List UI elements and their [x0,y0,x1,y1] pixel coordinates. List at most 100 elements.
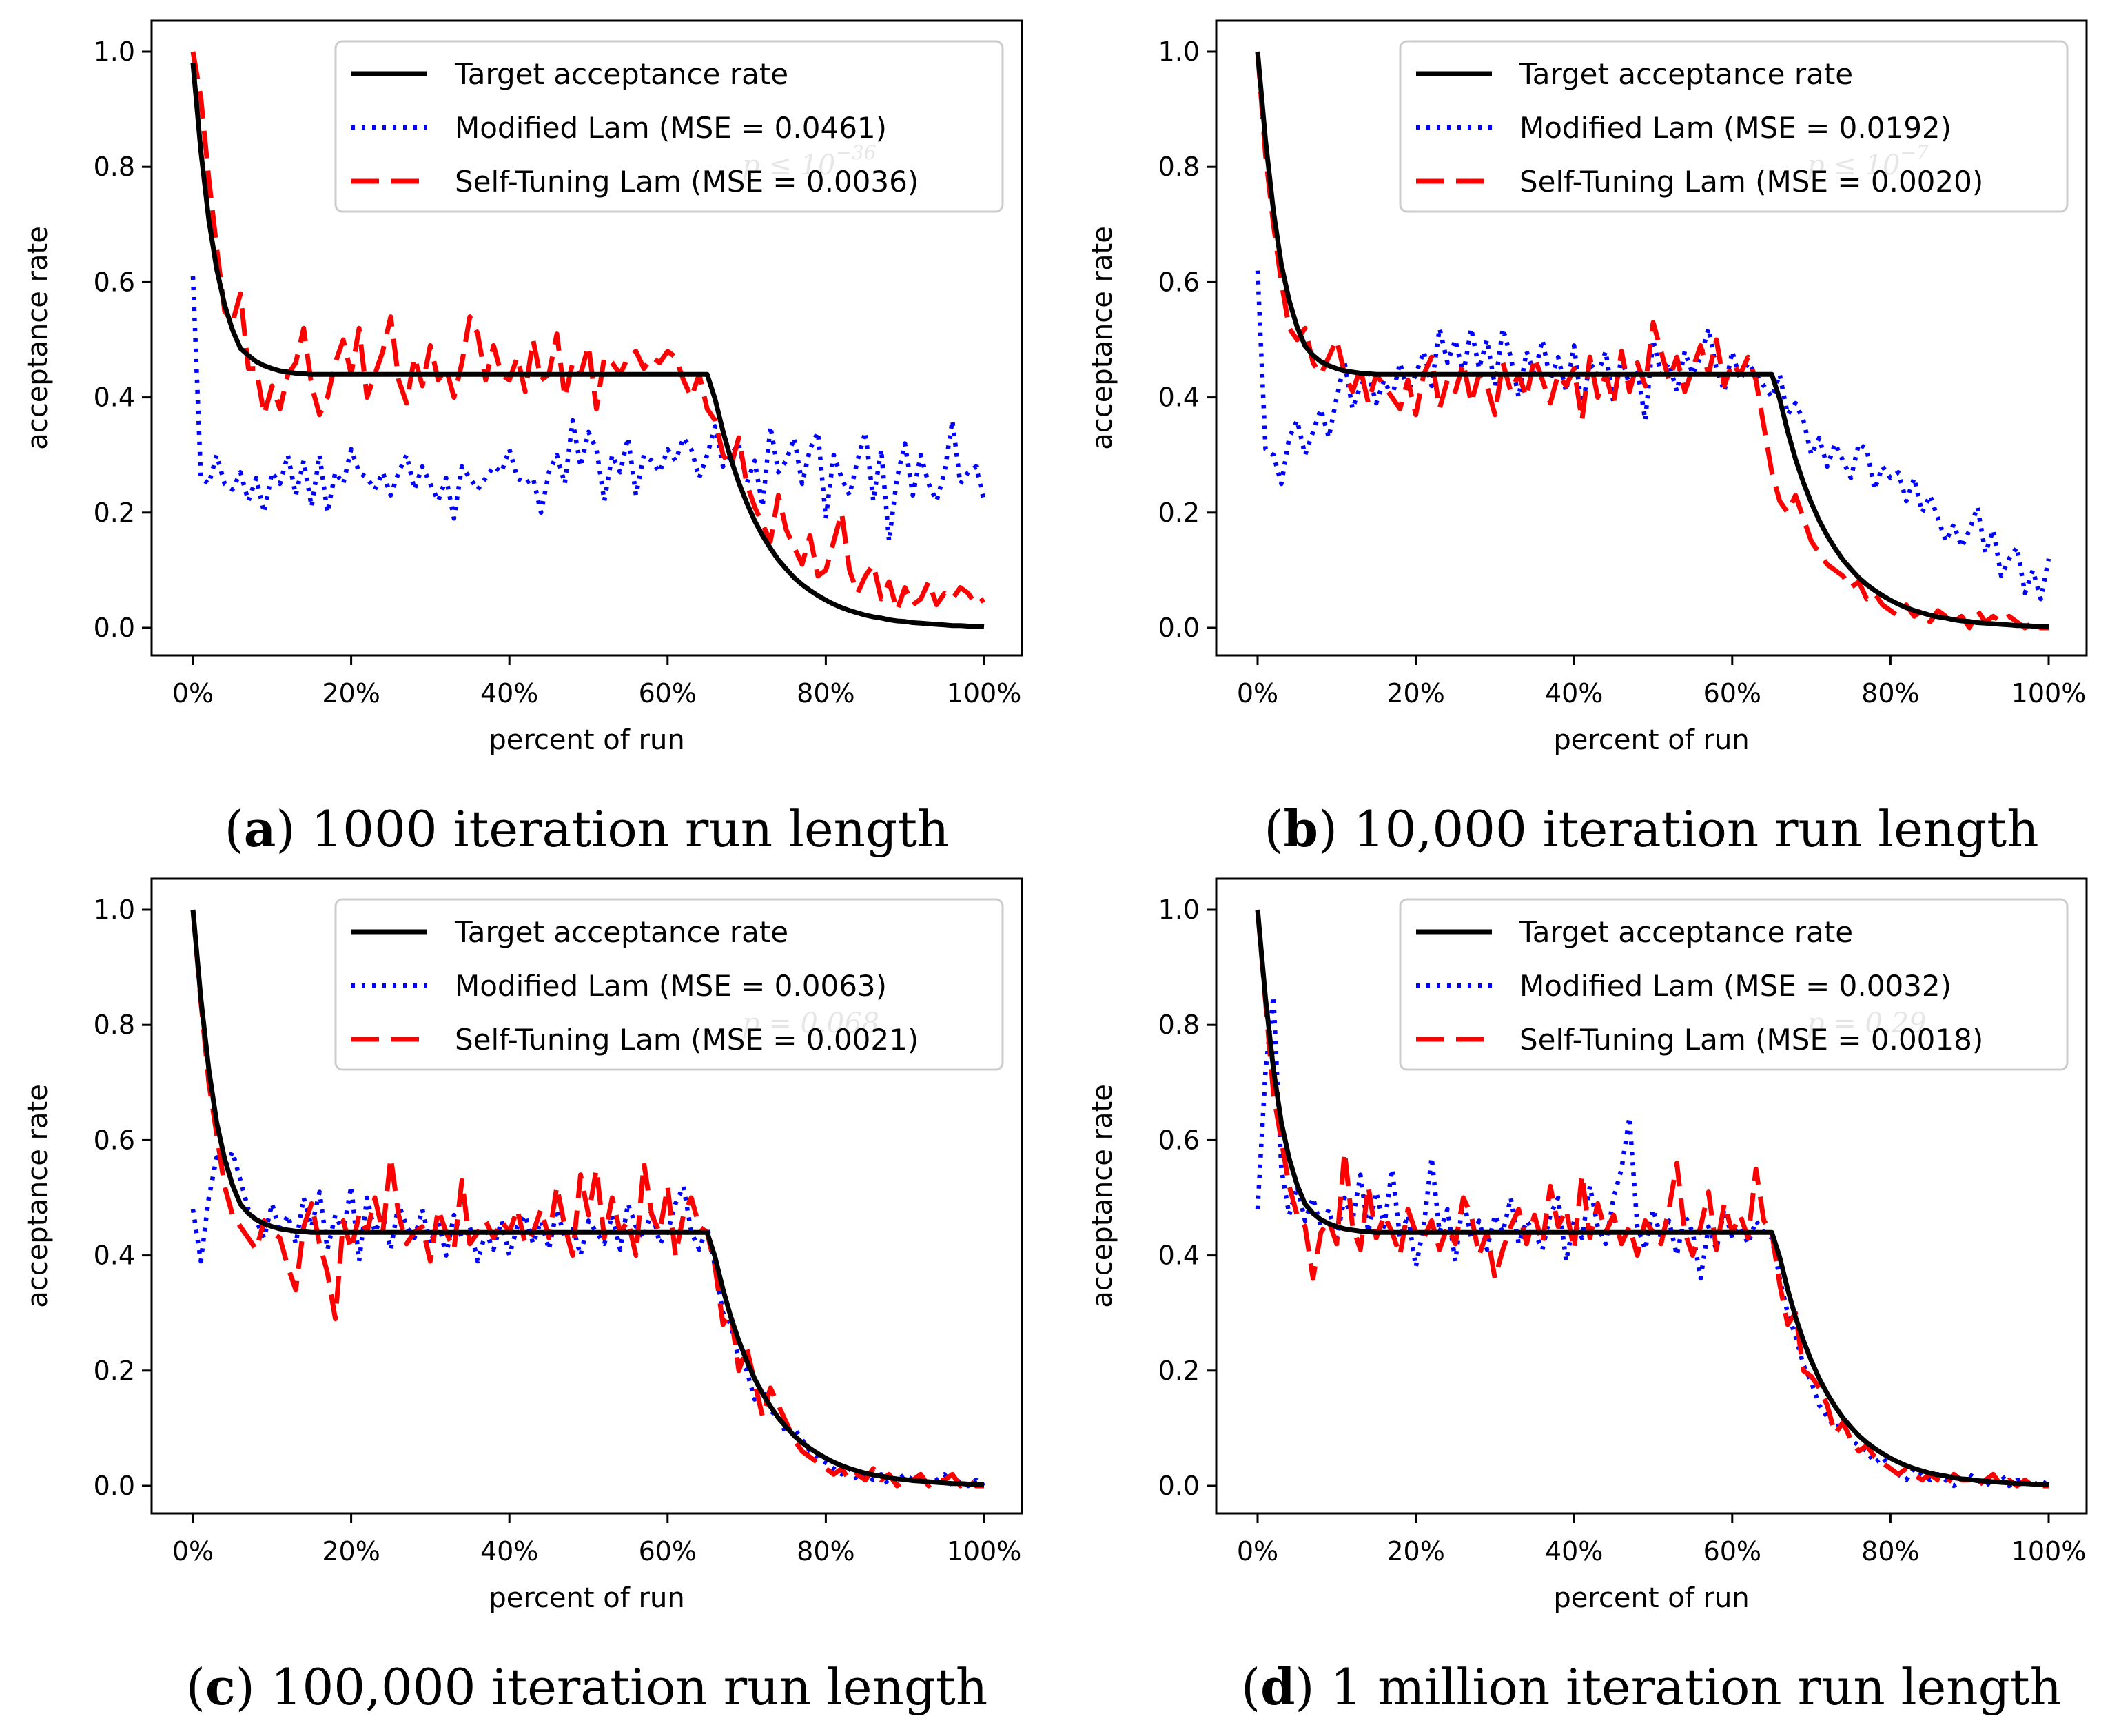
panel-b: 0% 20% 40% 60% 80% 100% 0.0 0.2 0.4 0.6 0.8 1.0 perc… [1087,19,2088,858]
y-tick-label: 1.0 [94,37,135,67]
legend-label-modified: Modified Lam (MSE = 0.0063) [455,969,887,1003]
x-tick-label: 100% [2011,678,2087,708]
x-tick-label: 20% [1386,678,1444,708]
legend-label-target: Target acceptance rate [454,915,788,949]
y-tick-label: 0.8 [1158,152,1200,182]
y-axis-label: acceptance rate [1087,226,1118,450]
panel-caption: (b) 10,000 iteration run length [1264,799,2038,858]
y-tick-label: 0.8 [94,152,135,182]
y-tick-label: 0.4 [1158,1240,1200,1271]
legend: Target acceptance rate Modified Lam (MSE … [334,40,1004,213]
y-tick-label: 0.2 [1158,1356,1200,1386]
y-axis-label: acceptance rate [1087,1084,1118,1308]
y-tick-label: 0.6 [94,1125,135,1155]
x-axis-label: percent of run [1553,724,1749,756]
legend-box [334,898,1004,1071]
legend-label-target: Target acceptance rate [454,57,788,91]
x-tick-label: 40% [1545,678,1603,708]
x-tick-label: 0% [172,678,214,708]
panel-caption: (d) 1 million iteration run length [1241,1657,2062,1716]
series-line-modified [190,276,987,544]
caption-letter: c [205,1657,236,1716]
x-axis-label: percent of run [1553,1582,1749,1614]
panel-a: 0% 20% 40% 60% 80% 100% 0.0 0.2 0.4 0.6 0.8 1.0 perc… [22,19,1023,858]
caption-text: 10,000 iteration run length [1353,800,2039,858]
x-tick-label: 60% [1703,678,1761,708]
series-line-target [190,909,985,1487]
legend-box [334,40,1004,213]
y-tick-label: 0.6 [1158,1125,1200,1155]
y-tick-label: 0.6 [94,267,135,297]
x-tick-label: 60% [1703,1536,1761,1566]
y-tick-label: 1.0 [1158,37,1200,67]
series-line-self_tuning [1255,909,2049,1489]
x-tick-label: 20% [322,678,380,708]
legend-label-target: Target acceptance rate [1519,57,1853,91]
y-tick-label: 0.0 [1158,613,1200,643]
x-tick-label: 100% [2011,1536,2087,1566]
legend-label-modified: Modified Lam (MSE = 0.0032) [1519,969,1952,1003]
y-axis-label: acceptance rate [22,226,54,450]
x-axis-label: percent of run [489,1582,684,1614]
y-axis-label: acceptance rate [22,1084,54,1308]
y-tick-label: 0.8 [94,1010,135,1040]
caption-text: 100,000 iteration run length [271,1658,988,1716]
legend-label-target: Target acceptance rate [1519,915,1853,949]
caption-text: 1 million iteration run length [1330,1658,2062,1716]
y-tick-label: 0.4 [94,1240,135,1271]
x-tick-label: 0% [1237,678,1278,708]
x-axis-label: percent of run [489,724,684,756]
series-line-target [190,63,985,629]
series-line-target [1255,909,2049,1487]
panel-caption: (c) 100,000 iteration run length [186,1657,987,1716]
caption-text: 1000 iteration run length [311,800,949,858]
y-tick-label: 0.8 [1158,1010,1200,1040]
y-tick-label: 0.4 [94,382,135,413]
y-tick-label: 0.2 [1158,498,1200,528]
x-tick-label: 60% [639,678,697,708]
x-tick-label: 40% [480,1536,538,1566]
legend: Target acceptance rate Modified Lam (MSE … [1399,898,2069,1071]
y-tick-label: 0.0 [94,1471,135,1501]
panel-c: 0% 20% 40% 60% 80% 100% 0.0 0.2 0.4 0.6 0.8 1.0 perc… [22,877,1023,1716]
y-tick-label: 0.0 [1158,1471,1200,1501]
x-tick-label: 80% [1861,1536,1919,1566]
x-tick-label: 0% [172,1536,214,1566]
y-tick-label: 0.4 [1158,382,1200,413]
x-tick-label: 80% [797,1536,854,1566]
y-tick-label: 0.6 [1158,267,1200,297]
y-tick-label: 1.0 [94,895,135,925]
series-line-self_tuning [1255,51,2049,631]
y-tick-label: 1.0 [1158,895,1200,925]
legend-label-modified: Modified Lam (MSE = 0.0192) [1519,111,1952,145]
legend-box [1399,898,2069,1071]
x-tick-label: 0% [1237,1536,1278,1566]
panel-d: 0% 20% 40% 60% 80% 100% 0.0 0.2 0.4 0.6 0.8 1.0 perc… [1087,877,2088,1716]
x-tick-label: 40% [1545,1536,1603,1566]
legend-label-modified: Modified Lam (MSE = 0.0461) [455,111,887,145]
x-tick-label: 100% [947,1536,1022,1566]
x-tick-label: 60% [639,1536,697,1566]
x-tick-label: 100% [947,678,1022,708]
panel-caption: (a) 1000 iteration run length [225,799,950,858]
x-tick-label: 40% [480,678,538,708]
legend-label-self_tuning: Self-Tuning Lam (MSE = 0.0021) [455,1023,919,1056]
caption-letter: a [244,799,276,858]
legend-label-self_tuning: Self-Tuning Lam (MSE = 0.0036) [455,165,919,198]
series-line-self_tuning [190,51,986,613]
legend-box [1399,40,2069,213]
legend: Target acceptance rate Modified Lam (MSE … [1399,40,2069,213]
caption-letter: b [1284,799,1318,858]
legend-label-self_tuning: Self-Tuning Lam (MSE = 0.0018) [1519,1023,1983,1056]
y-tick-label: 0.2 [94,1356,135,1386]
x-tick-label: 20% [322,1536,380,1566]
x-tick-label: 80% [797,678,854,708]
x-tick-label: 80% [1861,678,1919,708]
x-tick-label: 20% [1386,1536,1444,1566]
y-tick-label: 0.0 [94,613,135,643]
series-line-target [1255,51,2049,629]
caption-letter: d [1260,1657,1295,1716]
legend: Target acceptance rate Modified Lam (MSE … [334,898,1004,1071]
series-line-self_tuning [190,909,984,1489]
